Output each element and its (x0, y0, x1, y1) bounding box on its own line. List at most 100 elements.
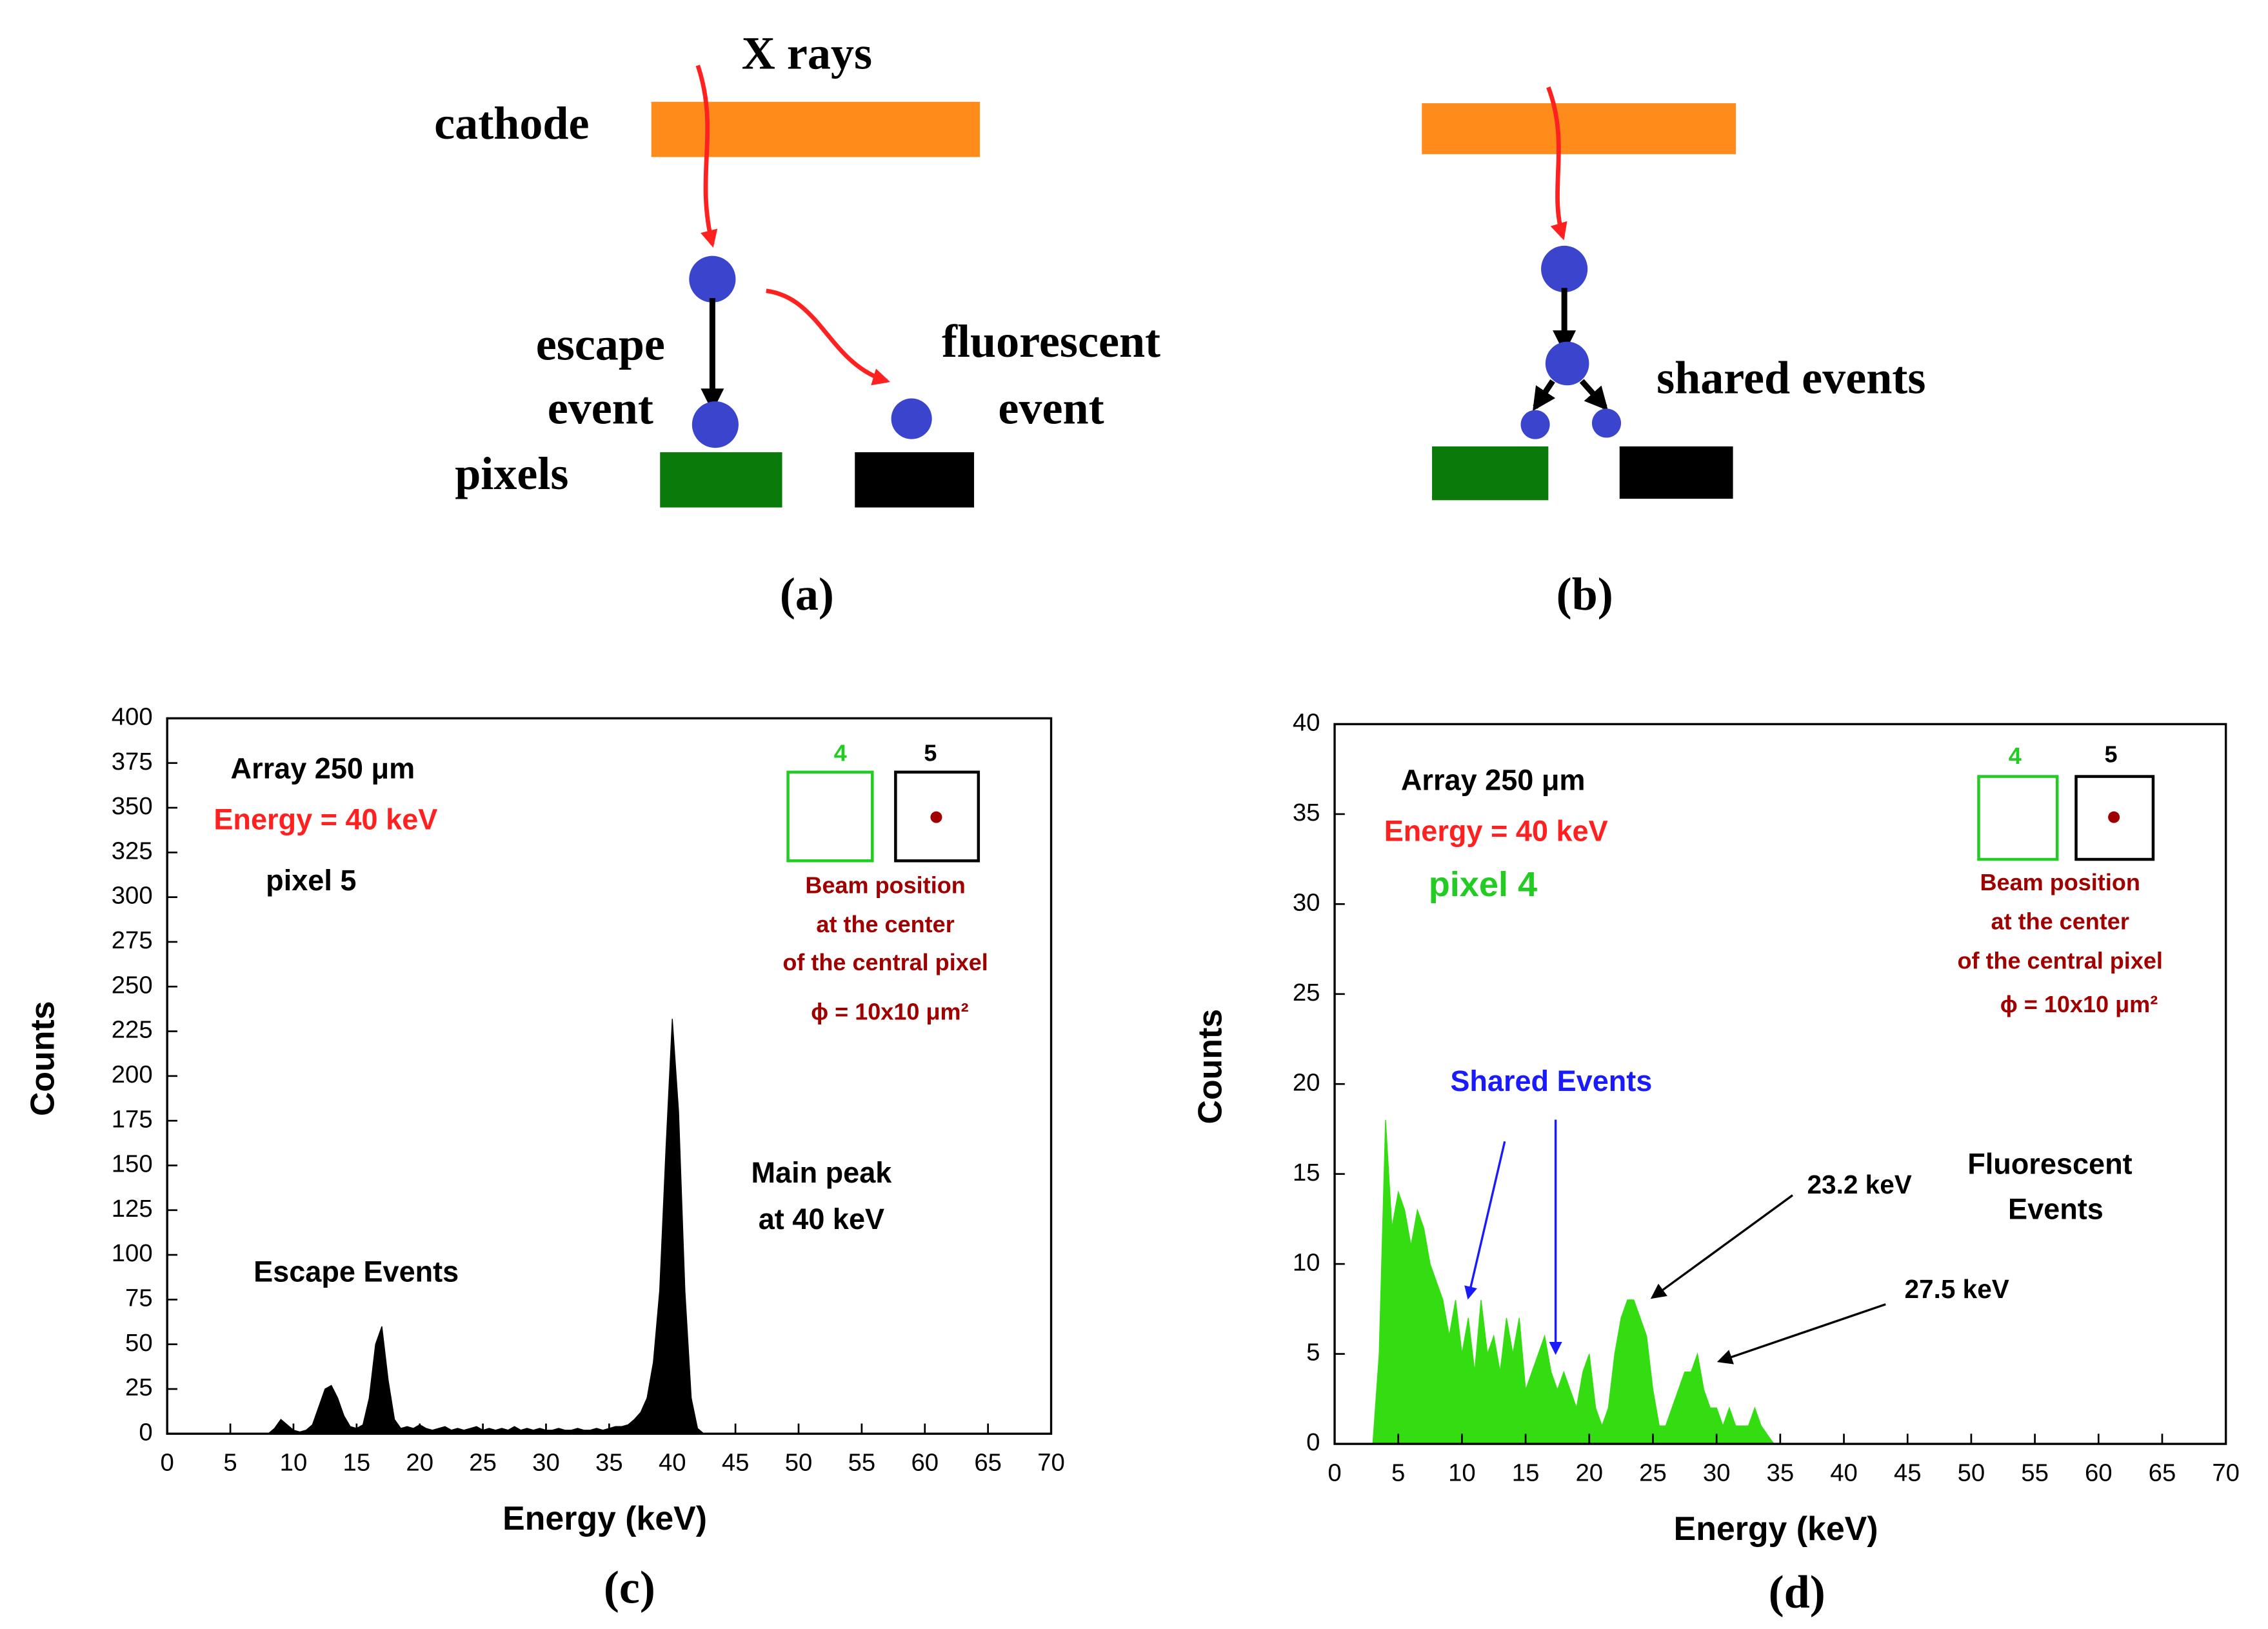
x-tick-label: 5 (1391, 1459, 1405, 1487)
inset-caption: of the central pixel (782, 949, 988, 975)
x-tick-label: 15 (343, 1449, 371, 1477)
diagram-b: shared events (b) (1422, 86, 1925, 620)
inset-label: 5 (924, 739, 937, 766)
caption: (d) (1769, 1566, 1825, 1617)
annotation: 23.2 keV (1807, 1170, 1912, 1199)
label: shared events (1656, 352, 1925, 403)
x-tick-label: 30 (532, 1449, 560, 1477)
y-tick-label: 400 (112, 703, 153, 731)
y-tick-label: 125 (112, 1195, 153, 1223)
pixel (1619, 446, 1733, 499)
y-tick-label: 0 (1306, 1428, 1320, 1456)
pointer-arrow (1650, 1194, 1793, 1299)
x-tick-label: 0 (1328, 1459, 1341, 1487)
annotation: 27.5 keV (1905, 1274, 2009, 1304)
x-tick-label: 20 (1575, 1459, 1603, 1487)
y-tick-label: 0 (139, 1418, 152, 1446)
annotation: Energy = 40 keV (1384, 814, 1608, 847)
x-tick-label: 15 (1512, 1459, 1540, 1487)
x-tick-label: 45 (722, 1449, 750, 1477)
label: pixels (455, 448, 568, 499)
annotation: at 40 keV (759, 1203, 884, 1235)
fluorescent-arrow (766, 288, 891, 386)
inset-caption: of the central pixel (1957, 948, 2163, 974)
share-arrow (1579, 379, 1609, 411)
escape-charge (691, 401, 739, 448)
interaction (1541, 245, 1588, 293)
x-tick-label: 65 (2149, 1459, 2176, 1487)
x-tick-label: 60 (2085, 1459, 2113, 1487)
share-arrow (1533, 379, 1556, 412)
inset-caption: Beam position (1980, 869, 2140, 895)
x-tick-label: 40 (659, 1449, 686, 1477)
y-tick-label: 300 (112, 882, 153, 910)
x-tick-label: 0 (161, 1449, 174, 1477)
y-tick-label: 10 (1293, 1248, 1320, 1276)
y-tick-label: 350 (112, 792, 153, 820)
label: event (998, 383, 1104, 434)
x-axis-label: Energy (keV) (502, 1499, 707, 1537)
inset-label: 4 (834, 739, 847, 766)
spectrum-area (266, 1019, 706, 1434)
y-tick-label: 150 (112, 1150, 153, 1178)
y-tick-label: 5 (1306, 1339, 1320, 1366)
cathode (651, 101, 980, 157)
label: cathode (434, 97, 589, 149)
annotation: Shared Events (1450, 1064, 1652, 1097)
chart-c: Array 250 μm Energy = 40 keV pixel 5 Esc… (24, 703, 1065, 1614)
label: X rays (742, 28, 872, 79)
x-tick-label: 50 (785, 1449, 813, 1477)
y-tick-label: 250 (112, 971, 153, 999)
inset-caption: Beam position (805, 872, 965, 898)
y-tick-label: 20 (1293, 1068, 1320, 1096)
pixel (660, 452, 782, 508)
x-tick-label: 70 (1037, 1449, 1065, 1477)
annotation: Array 250 μm (231, 752, 415, 785)
y-axis-label: Counts (24, 1001, 61, 1117)
annotation: Array 250 μm (1401, 763, 1586, 796)
annotation: Fluorescent (1967, 1147, 2132, 1180)
interaction (689, 255, 736, 303)
x-tick-label: 20 (406, 1449, 433, 1477)
inset-pixel (1977, 775, 2059, 861)
label: event (548, 383, 653, 434)
inset-caption: at the center (1991, 908, 2129, 935)
y-tick-label: 50 (125, 1329, 153, 1357)
inset-pixel (2074, 775, 2155, 861)
shared-charge (1591, 408, 1622, 438)
inset-label: 5 (2105, 741, 2118, 768)
x-ray-arrow (1546, 86, 1567, 241)
label: escape (536, 318, 665, 370)
y-tick-label: 175 (112, 1105, 153, 1133)
y-tick-label: 225 (112, 1016, 153, 1044)
x-tick-label: 65 (974, 1449, 1002, 1477)
pixel (1432, 446, 1549, 501)
annotation: Energy = 40 keV (214, 803, 437, 835)
annotation: pixel 5 (266, 864, 356, 897)
inset-caption: ϕ = 10x10 μm² (811, 998, 968, 1024)
caption: (b) (1557, 568, 1613, 620)
inset-caption: at the center (816, 911, 954, 937)
shared-charge (1520, 410, 1550, 439)
x-tick-label: 10 (1448, 1459, 1476, 1487)
x-tick-label: 35 (595, 1449, 623, 1477)
y-axis-label: Counts (1191, 1009, 1228, 1124)
charge-cloud (1545, 341, 1589, 386)
y-tick-label: 35 (1293, 799, 1320, 826)
chart-d: Array 250 μm Energy = 40 keV pixel 4 Sha… (1191, 709, 2240, 1618)
y-tick-label: 375 (112, 748, 153, 775)
caption: (a) (780, 568, 834, 620)
spectrum-area (1372, 1119, 1780, 1444)
annotation: Main peak (751, 1156, 892, 1189)
annotation: pixel 4 (1429, 865, 1537, 904)
pixel (855, 452, 975, 508)
annotation: Events (2008, 1192, 2104, 1225)
y-tick-label: 25 (1293, 979, 1320, 1006)
pointer-arrow (1464, 1141, 1506, 1300)
y-tick-label: 40 (1293, 709, 1320, 737)
x-ray-arrow (695, 65, 718, 248)
beam-spot (930, 811, 942, 823)
x-tick-label: 45 (1894, 1459, 1922, 1487)
